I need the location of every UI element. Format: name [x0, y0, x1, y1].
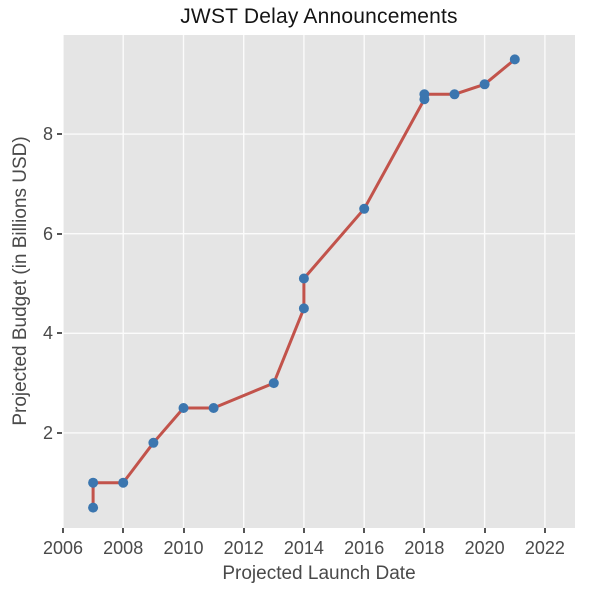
x-tick-mark	[543, 528, 546, 533]
data-point	[208, 403, 219, 413]
chart-title: JWST Delay Announcements	[180, 5, 458, 28]
y-axis-title: Projected Budget (in Billions USD)	[10, 136, 31, 426]
y-tick-label: 8	[42, 124, 53, 145]
x-tick-mark	[182, 528, 185, 533]
x-tick-label: 2014	[283, 538, 324, 558]
x-tick-label: 2006	[42, 538, 84, 558]
x-tick-mark	[483, 528, 486, 533]
y-tick-mark	[57, 332, 62, 335]
data-point	[298, 303, 309, 314]
data-point	[118, 477, 129, 488]
x-tick-mark	[423, 528, 426, 533]
x-tick-label: 2012	[223, 538, 264, 558]
x-tick-label: 2008	[103, 538, 144, 558]
y-tick-label: 2	[42, 422, 53, 443]
data-point	[419, 89, 430, 100]
x-axis-title: Projected Launch Date	[222, 563, 416, 584]
x-tick-label: 2016	[344, 538, 385, 558]
y-tick-label: 4	[42, 323, 53, 344]
data-point	[148, 437, 159, 448]
data-point	[359, 203, 370, 214]
chart-canvas	[63, 35, 575, 528]
data-point	[298, 273, 309, 284]
y-tick-label: 6	[42, 223, 53, 244]
data-point	[509, 54, 520, 65]
x-tick-mark	[122, 528, 125, 533]
data-point	[88, 477, 99, 488]
data-point	[88, 502, 99, 513]
y-tick-mark	[57, 431, 62, 434]
y-tick-mark	[57, 133, 62, 136]
data-point	[449, 89, 460, 100]
x-tick-mark	[62, 528, 64, 533]
x-tick-mark	[242, 528, 245, 533]
x-tick-mark	[363, 528, 366, 533]
y-tick-mark	[57, 232, 62, 235]
plot-area	[63, 35, 575, 528]
data-point	[178, 403, 189, 413]
x-tick-mark	[302, 528, 305, 533]
x-tick-label: 2010	[163, 538, 204, 558]
data-point	[268, 378, 279, 389]
x-tick-label: 2020	[464, 538, 505, 558]
x-tick-label: 2018	[404, 538, 445, 558]
data-point	[479, 79, 490, 90]
x-tick-label: 2022	[524, 538, 565, 558]
